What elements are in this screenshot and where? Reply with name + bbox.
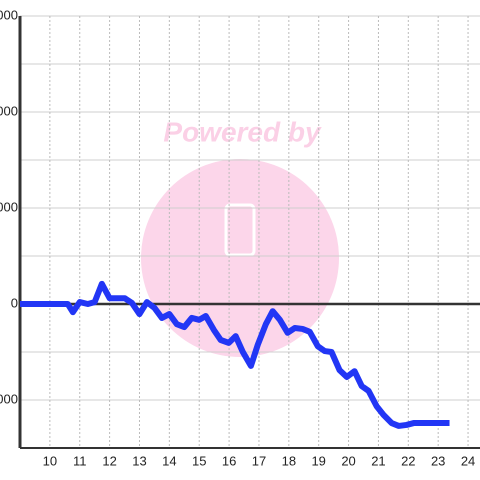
watermark-icon xyxy=(224,203,256,257)
y-tick-label: 4,000 xyxy=(0,103,18,118)
x-tick-label: 14 xyxy=(162,453,176,468)
y-tick-label: -2,000 xyxy=(0,391,18,406)
x-tick-label: 15 xyxy=(192,453,206,468)
x-tick-label: 24 xyxy=(461,453,475,468)
line xyxy=(20,280,450,429)
x-tick-label: 19 xyxy=(311,453,325,468)
x-tick-label: 18 xyxy=(282,453,296,468)
x-tick-label: 21 xyxy=(371,453,385,468)
x-tick-label: 12 xyxy=(102,453,116,468)
y-tick-label: 0 xyxy=(11,295,18,310)
y-tick-label: 6,000 xyxy=(0,7,18,22)
x-tick-label: 22 xyxy=(401,453,415,468)
x-tick-label: 11 xyxy=(73,453,87,468)
x-tick-label: 17 xyxy=(252,453,266,468)
x-tick-label: 23 xyxy=(431,453,445,468)
x-tick-label: 13 xyxy=(132,453,146,468)
watermark-text: Powered by xyxy=(163,116,322,147)
x-tick-label: 10 xyxy=(43,453,57,468)
x-tick-label: 20 xyxy=(341,453,355,468)
x-tick-label: 16 xyxy=(222,453,236,468)
watermark-circle xyxy=(141,159,339,357)
y-tick-label: 2,000 xyxy=(0,199,18,214)
